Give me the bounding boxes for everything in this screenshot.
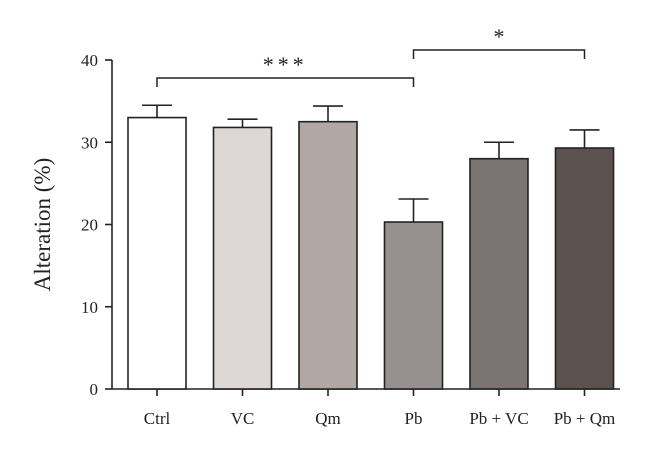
y-tick-label: 0 bbox=[90, 380, 99, 399]
x-tick-label: Qm bbox=[315, 409, 341, 428]
error-bars bbox=[142, 104, 600, 223]
bars bbox=[127, 116, 615, 390]
significance-bracket bbox=[412, 49, 586, 59]
significance-brackets: **** bbox=[156, 24, 586, 87]
labels: 0 10 20 30 40 Alteration (%) Ctrl VC Qm Pb Pb + VC… bbox=[30, 51, 615, 428]
bar-pb-qm bbox=[554, 147, 615, 390]
x-tick-label: VC bbox=[231, 409, 255, 428]
significance-label: * bbox=[494, 24, 505, 49]
x-tick-label: Ctrl bbox=[144, 409, 171, 428]
bar-pb bbox=[383, 221, 444, 390]
bar-pb-vc bbox=[469, 157, 529, 390]
y-tick-label: 10 bbox=[81, 298, 98, 317]
y-tick-label: 30 bbox=[81, 133, 98, 152]
x-tick-label: Pb + VC bbox=[469, 409, 528, 428]
significance-bracket bbox=[156, 77, 415, 87]
bar-ctrl bbox=[127, 116, 187, 390]
y-axis-title: Alteration (%) bbox=[30, 158, 55, 291]
bar-vc bbox=[212, 126, 273, 390]
bar-qm bbox=[298, 120, 358, 390]
axes bbox=[105, 59, 620, 396]
x-tick-label: Pb bbox=[405, 409, 423, 428]
y-tick-label: 40 bbox=[81, 51, 98, 70]
y-tick-label: 20 bbox=[81, 216, 98, 235]
x-tick-label: Pb + Qm bbox=[554, 409, 616, 428]
significance-label: *** bbox=[263, 52, 308, 77]
